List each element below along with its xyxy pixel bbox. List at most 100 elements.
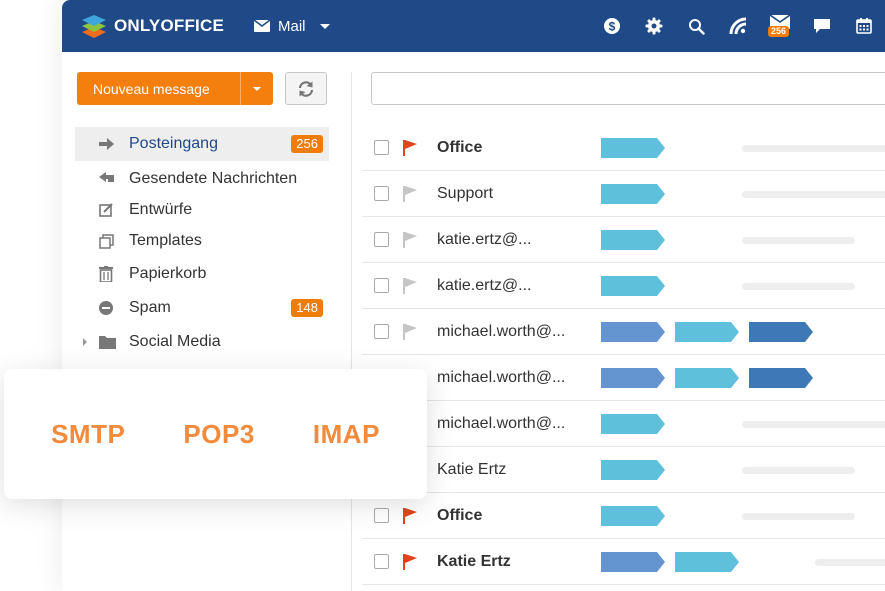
spam-icon — [99, 301, 113, 315]
folder-spam[interactable]: Spam 148 — [75, 291, 329, 325]
search-input[interactable] — [371, 72, 885, 105]
preview-placeholder — [742, 191, 885, 198]
new-message-button[interactable]: Nouveau message — [77, 72, 273, 105]
search-button[interactable] — [675, 0, 717, 52]
message-sender: Katie Ertz — [437, 461, 507, 478]
header-icons: $ — [591, 0, 885, 52]
tag-icon — [675, 368, 739, 388]
message-row[interactable]: michael.worth@... — [362, 309, 885, 355]
message-tags — [601, 552, 749, 572]
flag-icon[interactable] — [402, 553, 418, 570]
module-label: Mail — [278, 17, 306, 35]
tag-icon — [601, 230, 665, 250]
module-switcher[interactable]: Mail — [254, 18, 330, 35]
message-sender: michael.worth@... — [437, 323, 566, 340]
envelope-icon — [254, 20, 270, 32]
folder-icon — [99, 336, 116, 349]
select-checkbox[interactable] — [374, 554, 389, 569]
preview-placeholder — [815, 559, 885, 566]
spam-count-badge: 148 — [291, 299, 323, 317]
message-row[interactable]: Katie Ertz — [362, 539, 885, 585]
message-tags — [601, 460, 675, 480]
preview-placeholder — [742, 237, 855, 244]
chat-button[interactable] — [801, 0, 843, 52]
message-sender: katie.ertz@... — [437, 231, 532, 248]
folder-inbox[interactable]: Posteingang 256 — [75, 127, 329, 161]
select-checkbox[interactable] — [374, 232, 389, 247]
flag-icon[interactable] — [402, 277, 418, 294]
message-sender: Support — [437, 185, 494, 202]
message-row[interactable]: Support — [362, 171, 885, 217]
mail-notification-button[interactable]: 256 — [759, 0, 801, 52]
tag-icon — [601, 414, 665, 434]
select-checkbox[interactable] — [374, 186, 389, 201]
brand-name: ONLYOFFICE — [114, 16, 224, 35]
folder-label: Gesendete Nachrichten — [129, 169, 298, 187]
tag-icon — [601, 552, 665, 572]
message-row[interactable]: Katie Ertz — [362, 447, 885, 493]
feed-button[interactable] — [717, 0, 759, 52]
folder-trash[interactable]: Papierkorb — [75, 257, 329, 291]
tag-icon — [749, 322, 813, 342]
search-icon — [688, 18, 705, 35]
payments-button[interactable]: $ — [591, 0, 633, 52]
chevron-down-icon — [319, 23, 330, 29]
message-tags — [601, 368, 823, 388]
folder-label: Papierkorb — [129, 265, 207, 282]
folder-drafts[interactable]: Entwürfe — [75, 195, 329, 225]
message-row[interactable]: michael.worth@... — [362, 401, 885, 447]
message-tags — [601, 276, 675, 296]
preview-placeholder — [742, 145, 885, 152]
select-checkbox[interactable] — [374, 140, 389, 155]
folder-templates[interactable]: Templates — [75, 225, 329, 257]
top-navigation-bar: ONLYOFFICE Mail $ — [62, 0, 885, 52]
flag-icon[interactable] — [402, 323, 418, 340]
message-row[interactable]: katie.ertz@... — [362, 263, 885, 309]
message-row[interactable]: Office — [362, 125, 885, 171]
message-tags — [601, 230, 675, 250]
mail-icon — [770, 15, 790, 29]
column-divider — [351, 72, 352, 591]
folder-label: Social Media — [129, 333, 221, 350]
new-message-label: Nouveau message — [93, 80, 210, 97]
tag-icon — [601, 506, 665, 526]
tag-icon — [601, 460, 665, 480]
edit-icon — [99, 203, 113, 217]
settings-button[interactable] — [633, 0, 675, 52]
select-checkbox[interactable] — [374, 278, 389, 293]
message-row[interactable]: Office — [362, 493, 885, 539]
protocol-imap: IMAP — [312, 418, 380, 449]
folder-sent[interactable]: Gesendete Nachrichten — [75, 162, 329, 195]
protocol-card: SMTP POP3 IMAP — [4, 369, 427, 499]
tag-icon — [601, 368, 665, 388]
flag-icon[interactable] — [402, 507, 418, 524]
calendar-button[interactable] — [843, 0, 885, 52]
message-row[interactable]: michael.worth@... — [362, 355, 885, 401]
feed-icon — [729, 17, 747, 35]
protocol-smtp: SMTP — [51, 418, 126, 449]
message-sender: Katie Ertz — [437, 553, 511, 570]
flag-icon[interactable] — [402, 139, 418, 156]
expand-arrow-icon[interactable] — [83, 338, 87, 346]
refresh-button[interactable] — [285, 72, 327, 105]
flag-icon[interactable] — [402, 231, 418, 248]
select-checkbox[interactable] — [374, 508, 389, 523]
mail-count-badge: 256 — [768, 26, 790, 37]
select-checkbox[interactable] — [374, 324, 389, 339]
folder-label: Templates — [129, 232, 202, 249]
folder-list: Posteingang 256 Gesendete Nachrichten En… — [75, 127, 329, 359]
tag-icon — [601, 184, 665, 204]
folder-social-media[interactable]: Social Media — [75, 325, 329, 359]
message-row[interactable]: katie.ertz@... — [362, 217, 885, 263]
reply-icon — [99, 171, 114, 182]
message-list: Office Support katie — [362, 125, 885, 585]
onlyoffice-logo-icon — [82, 15, 106, 38]
tag-icon — [675, 322, 739, 342]
message-sender: Office — [437, 507, 483, 524]
message-tags — [601, 506, 675, 526]
onlyoffice-logo[interactable]: ONLYOFFICE — [80, 13, 224, 39]
tag-icon — [601, 276, 665, 296]
chevron-down-icon[interactable] — [253, 87, 261, 91]
flag-icon[interactable] — [402, 185, 418, 202]
message-sender: Office — [437, 139, 483, 156]
